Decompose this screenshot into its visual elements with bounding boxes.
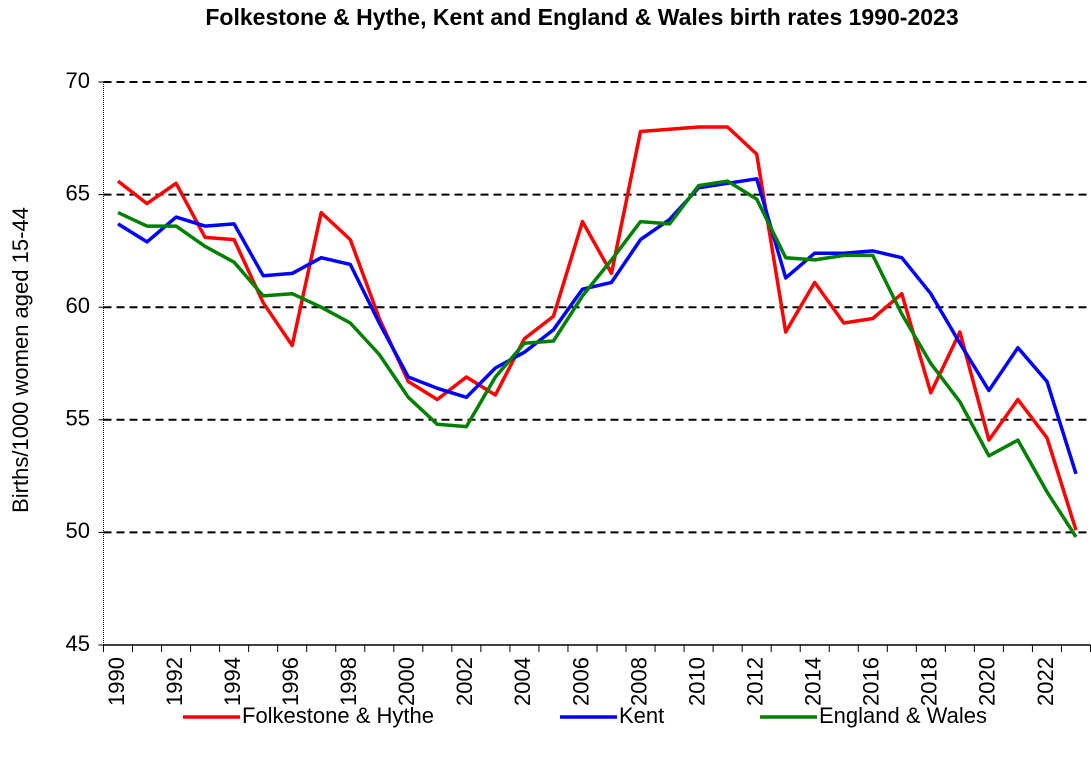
x-tick-label: 1992 (162, 657, 187, 706)
chart-title: Folkestone & Hythe, Kent and England & W… (205, 4, 959, 30)
x-tick-label: 2010 (684, 657, 709, 706)
y-tick-label: 55 (66, 406, 90, 431)
series-line (116, 125, 1078, 531)
x-tick-label: 2004 (510, 657, 535, 706)
x-tick-label: 2006 (568, 657, 593, 706)
y-tick-label: 60 (66, 293, 90, 318)
y-tick-label: 50 (66, 518, 90, 543)
x-tick-label: 1998 (336, 657, 361, 706)
x-tick-label: 2014 (801, 657, 826, 706)
y-axis-label: Births/1000 women aged 15-44 (8, 207, 33, 513)
x-tick-label: 1994 (220, 657, 245, 706)
x-tick-label: 2018 (917, 657, 942, 706)
y-tick-label: 45 (66, 631, 90, 656)
x-tick-label: 2008 (626, 657, 651, 706)
legend-label: England & Wales (819, 703, 987, 728)
x-tick-label: 1990 (104, 657, 129, 706)
x-tick-label: 1996 (278, 657, 303, 706)
x-tick-label: 2000 (394, 657, 419, 706)
series-line (117, 179, 1078, 538)
x-tick-label: 2002 (452, 657, 477, 706)
y-tick-label: 65 (66, 180, 90, 205)
y-tick-label: 70 (66, 68, 90, 93)
x-tick-label: 2016 (859, 657, 884, 706)
x-tick-label: 2022 (1033, 657, 1058, 706)
legend-label: Kent (619, 703, 664, 728)
x-tick-label: 2020 (975, 657, 1000, 706)
legend-label: Folkestone & Hythe (242, 703, 434, 728)
series-line (117, 177, 1078, 475)
x-tick-label: 2012 (742, 657, 767, 706)
